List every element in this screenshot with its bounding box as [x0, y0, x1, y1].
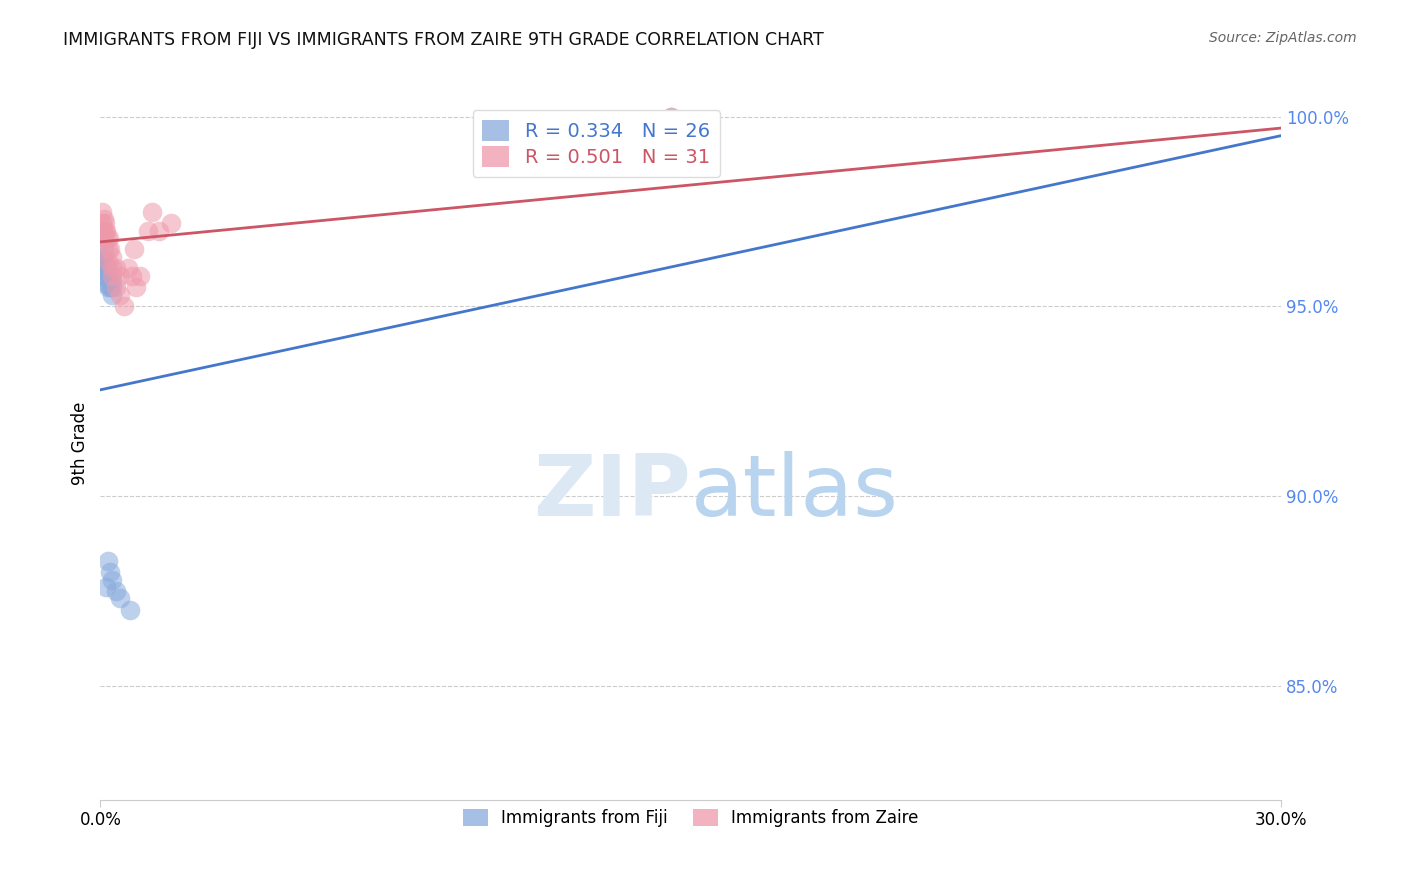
- Point: [101, 280, 124, 294]
- Point: [96, 265, 118, 279]
- Point: [96, 268, 118, 283]
- Point: [98, 280, 121, 294]
- Legend: Immigrants from Fiji, Immigrants from Zaire: Immigrants from Fiji, Immigrants from Za…: [456, 803, 925, 834]
- Point: [105, 583, 128, 598]
- Point: [101, 261, 124, 276]
- Point: [98, 565, 121, 579]
- Point: [136, 223, 159, 237]
- Point: [118, 603, 141, 617]
- Point: [97, 261, 120, 276]
- Text: ZIP: ZIP: [533, 451, 690, 534]
- Point: [108, 268, 131, 283]
- Point: [93, 261, 115, 276]
- Point: [97, 243, 120, 257]
- Point: [98, 231, 121, 245]
- Point: [97, 553, 120, 567]
- Point: [93, 250, 115, 264]
- Point: [117, 261, 139, 276]
- Point: [93, 231, 115, 245]
- Point: [148, 223, 170, 237]
- Point: [94, 258, 117, 272]
- Point: [98, 243, 121, 257]
- Point: [128, 268, 150, 283]
- Text: atlas: atlas: [690, 451, 898, 534]
- Point: [122, 243, 145, 257]
- Point: [96, 580, 118, 594]
- Text: IMMIGRANTS FROM FIJI VS IMMIGRANTS FROM ZAIRE 9TH GRADE CORRELATION CHART: IMMIGRANTS FROM FIJI VS IMMIGRANTS FROM …: [63, 31, 824, 49]
- Point: [91, 216, 114, 230]
- Point: [97, 253, 120, 268]
- Point: [94, 223, 117, 237]
- Point: [101, 250, 124, 264]
- Text: Source: ZipAtlas.com: Source: ZipAtlas.com: [1209, 31, 1357, 45]
- Point: [96, 231, 118, 245]
- Point: [94, 216, 117, 230]
- Point: [121, 268, 143, 283]
- Point: [93, 212, 115, 227]
- Point: [96, 223, 118, 237]
- Point: [125, 280, 148, 294]
- Point: [91, 223, 114, 237]
- Point: [90, 253, 112, 268]
- Point: [160, 216, 183, 230]
- Point: [659, 110, 682, 124]
- Point: [105, 261, 128, 276]
- Point: [94, 253, 117, 268]
- Point: [101, 573, 124, 587]
- Point: [108, 591, 131, 606]
- Point: [659, 110, 682, 124]
- Point: [112, 299, 135, 313]
- Point: [141, 204, 163, 219]
- Point: [91, 268, 114, 283]
- Point: [96, 277, 118, 291]
- Point: [105, 280, 128, 294]
- Point: [90, 204, 112, 219]
- Point: [97, 280, 120, 294]
- Point: [101, 273, 124, 287]
- Point: [93, 243, 115, 257]
- Point: [108, 288, 131, 302]
- Point: [101, 268, 124, 283]
- Point: [98, 273, 121, 287]
- Y-axis label: 9th Grade: 9th Grade: [72, 401, 89, 484]
- Point: [101, 288, 124, 302]
- Point: [90, 261, 112, 276]
